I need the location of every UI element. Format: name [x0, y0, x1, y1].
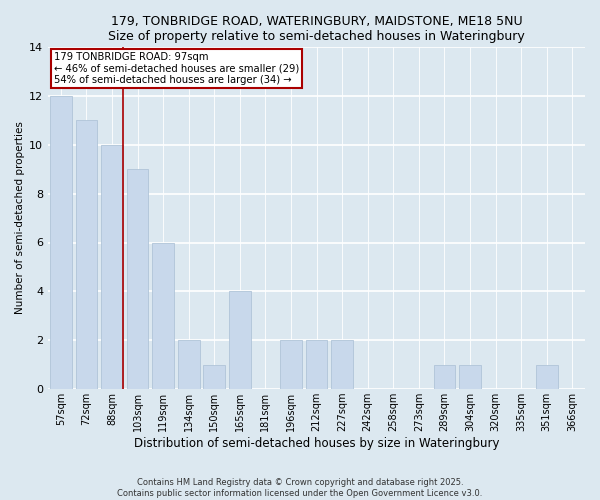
Bar	[152, 242, 174, 389]
Bar	[50, 96, 72, 389]
Title: 179, TONBRIDGE ROAD, WATERINGBURY, MAIDSTONE, ME18 5NU
Size of property relative: 179, TONBRIDGE ROAD, WATERINGBURY, MAIDS…	[108, 15, 525, 43]
X-axis label: Distribution of semi-detached houses by size in Wateringbury: Distribution of semi-detached houses by …	[134, 437, 499, 450]
Bar	[229, 292, 251, 389]
Bar	[280, 340, 302, 389]
Bar	[536, 364, 557, 389]
Text: Contains HM Land Registry data © Crown copyright and database right 2025.
Contai: Contains HM Land Registry data © Crown c…	[118, 478, 482, 498]
Bar	[76, 120, 97, 389]
Bar	[459, 364, 481, 389]
Bar	[331, 340, 353, 389]
Bar	[178, 340, 200, 389]
Bar	[127, 169, 148, 389]
Bar	[203, 364, 225, 389]
Y-axis label: Number of semi-detached properties: Number of semi-detached properties	[15, 122, 25, 314]
Bar	[101, 144, 123, 389]
Text: 179 TONBRIDGE ROAD: 97sqm
← 46% of semi-detached houses are smaller (29)
54% of : 179 TONBRIDGE ROAD: 97sqm ← 46% of semi-…	[53, 52, 299, 86]
Bar	[434, 364, 455, 389]
Bar	[306, 340, 328, 389]
